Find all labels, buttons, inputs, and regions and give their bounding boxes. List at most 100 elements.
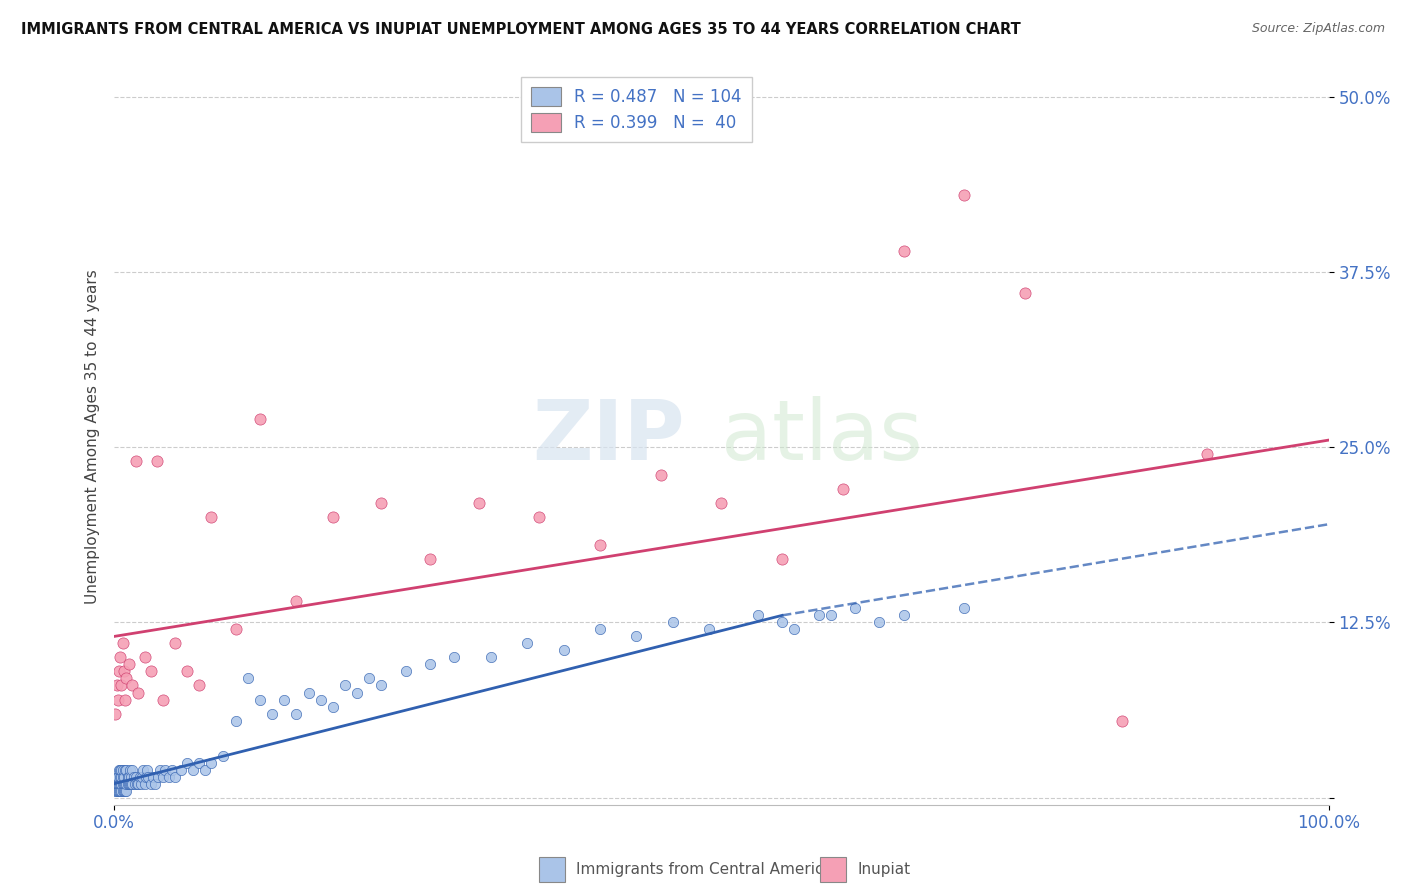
Point [110,783,132,797]
Point [152,692,174,706]
Point [170,763,193,777]
Point [115,763,138,777]
Legend: R = 0.487   N = 104, R = 0.399   N =  40: R = 0.487 N = 104, R = 0.399 N = 40 [522,77,752,142]
Point [104,706,127,721]
Point [710,496,733,510]
Point [181,763,204,777]
Point [162,763,184,777]
Point [108,763,131,777]
Point [114,777,136,791]
Point [1197,447,1219,461]
Point [443,650,465,665]
Text: ■: ■ [541,860,562,880]
Point [104,777,127,791]
Point [111,770,134,784]
Point [117,777,139,791]
Point [553,643,575,657]
Point [121,763,143,777]
Point [370,678,392,692]
Point [770,615,793,630]
Point [111,777,134,791]
Point [273,692,295,706]
Point [110,777,132,791]
Point [136,763,159,777]
Point [105,678,128,692]
Point [122,770,145,784]
Point [118,770,141,784]
Point [807,608,830,623]
Point [419,552,441,566]
Point [111,783,134,797]
Point [153,763,176,777]
Point [131,770,153,784]
Point [129,777,152,791]
Point [110,783,132,797]
Point [108,777,131,791]
Point [662,615,685,630]
Point [110,650,132,665]
Point [419,657,441,672]
Point [110,763,132,777]
Text: Source: ZipAtlas.com: Source: ZipAtlas.com [1251,22,1385,36]
Point [395,665,418,679]
Text: IMMIGRANTS FROM CENTRAL AMERICA VS INUPIAT UNEMPLOYMENT AMONG AGES 35 TO 44 YEAR: IMMIGRANTS FROM CENTRAL AMERICA VS INUPI… [21,22,1021,37]
Point [110,770,132,784]
Point [145,777,167,791]
Point [120,777,142,791]
Point [893,608,915,623]
Point [115,783,138,797]
Point [104,783,127,797]
Text: ZIP: ZIP [533,396,685,477]
Point [111,763,134,777]
Point [118,657,141,672]
Point [125,454,148,468]
Point [105,783,128,797]
Point [194,763,217,777]
Point [309,692,332,706]
Point [107,783,129,797]
Point [176,665,198,679]
Point [107,777,129,791]
Point [105,770,128,784]
Point [127,777,149,791]
Point [152,770,174,784]
Point [236,672,259,686]
Point [145,454,167,468]
Point [110,770,132,784]
Point [225,623,247,637]
Point [322,510,344,524]
Point [953,187,976,202]
Point [188,678,211,692]
Point [105,777,128,791]
Point [125,770,148,784]
Point [118,777,141,791]
Point [626,629,648,643]
Point [135,770,157,784]
Point [132,763,155,777]
Point [831,482,853,496]
Point [163,770,186,784]
Point [108,665,131,679]
Point [112,665,135,679]
Point [142,770,165,784]
Point [1111,714,1133,728]
Point [589,623,612,637]
Point [134,777,156,791]
Point [1014,285,1036,300]
Point [127,685,149,699]
Point [110,678,132,692]
Point [139,665,162,679]
Point [225,714,247,728]
Point [118,763,141,777]
Point [953,601,976,615]
Point [188,756,211,770]
Point [117,770,139,784]
Point [146,770,169,784]
Point [783,623,806,637]
Point [212,748,235,763]
Point [697,623,720,637]
Point [359,672,381,686]
Text: atlas: atlas [721,396,924,477]
Point [118,777,141,791]
Text: Immigrants from Central America: Immigrants from Central America [576,863,834,877]
